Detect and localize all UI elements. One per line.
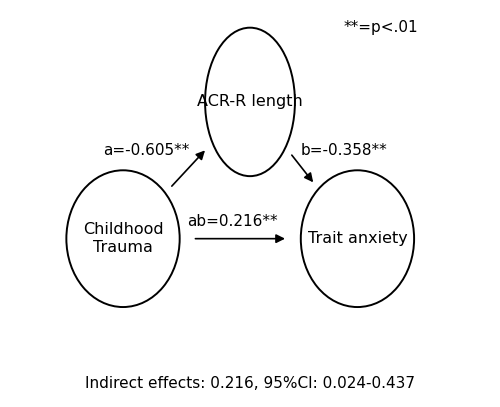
Text: ACR-R length: ACR-R length	[197, 94, 303, 109]
Ellipse shape	[205, 28, 295, 176]
Text: b=-0.358**: b=-0.358**	[300, 143, 387, 158]
Text: a=-0.605**: a=-0.605**	[104, 143, 190, 158]
Text: **=p<.01: **=p<.01	[344, 20, 418, 35]
Text: Trait anxiety: Trait anxiety	[308, 231, 408, 246]
Text: Indirect effects: 0.216, 95%CI: 0.024-0.437: Indirect effects: 0.216, 95%CI: 0.024-0.…	[85, 376, 415, 391]
Ellipse shape	[301, 170, 414, 307]
Ellipse shape	[66, 170, 180, 307]
Text: ab=0.216**: ab=0.216**	[187, 214, 278, 229]
Text: Childhood
Trauma: Childhood Trauma	[82, 223, 164, 255]
